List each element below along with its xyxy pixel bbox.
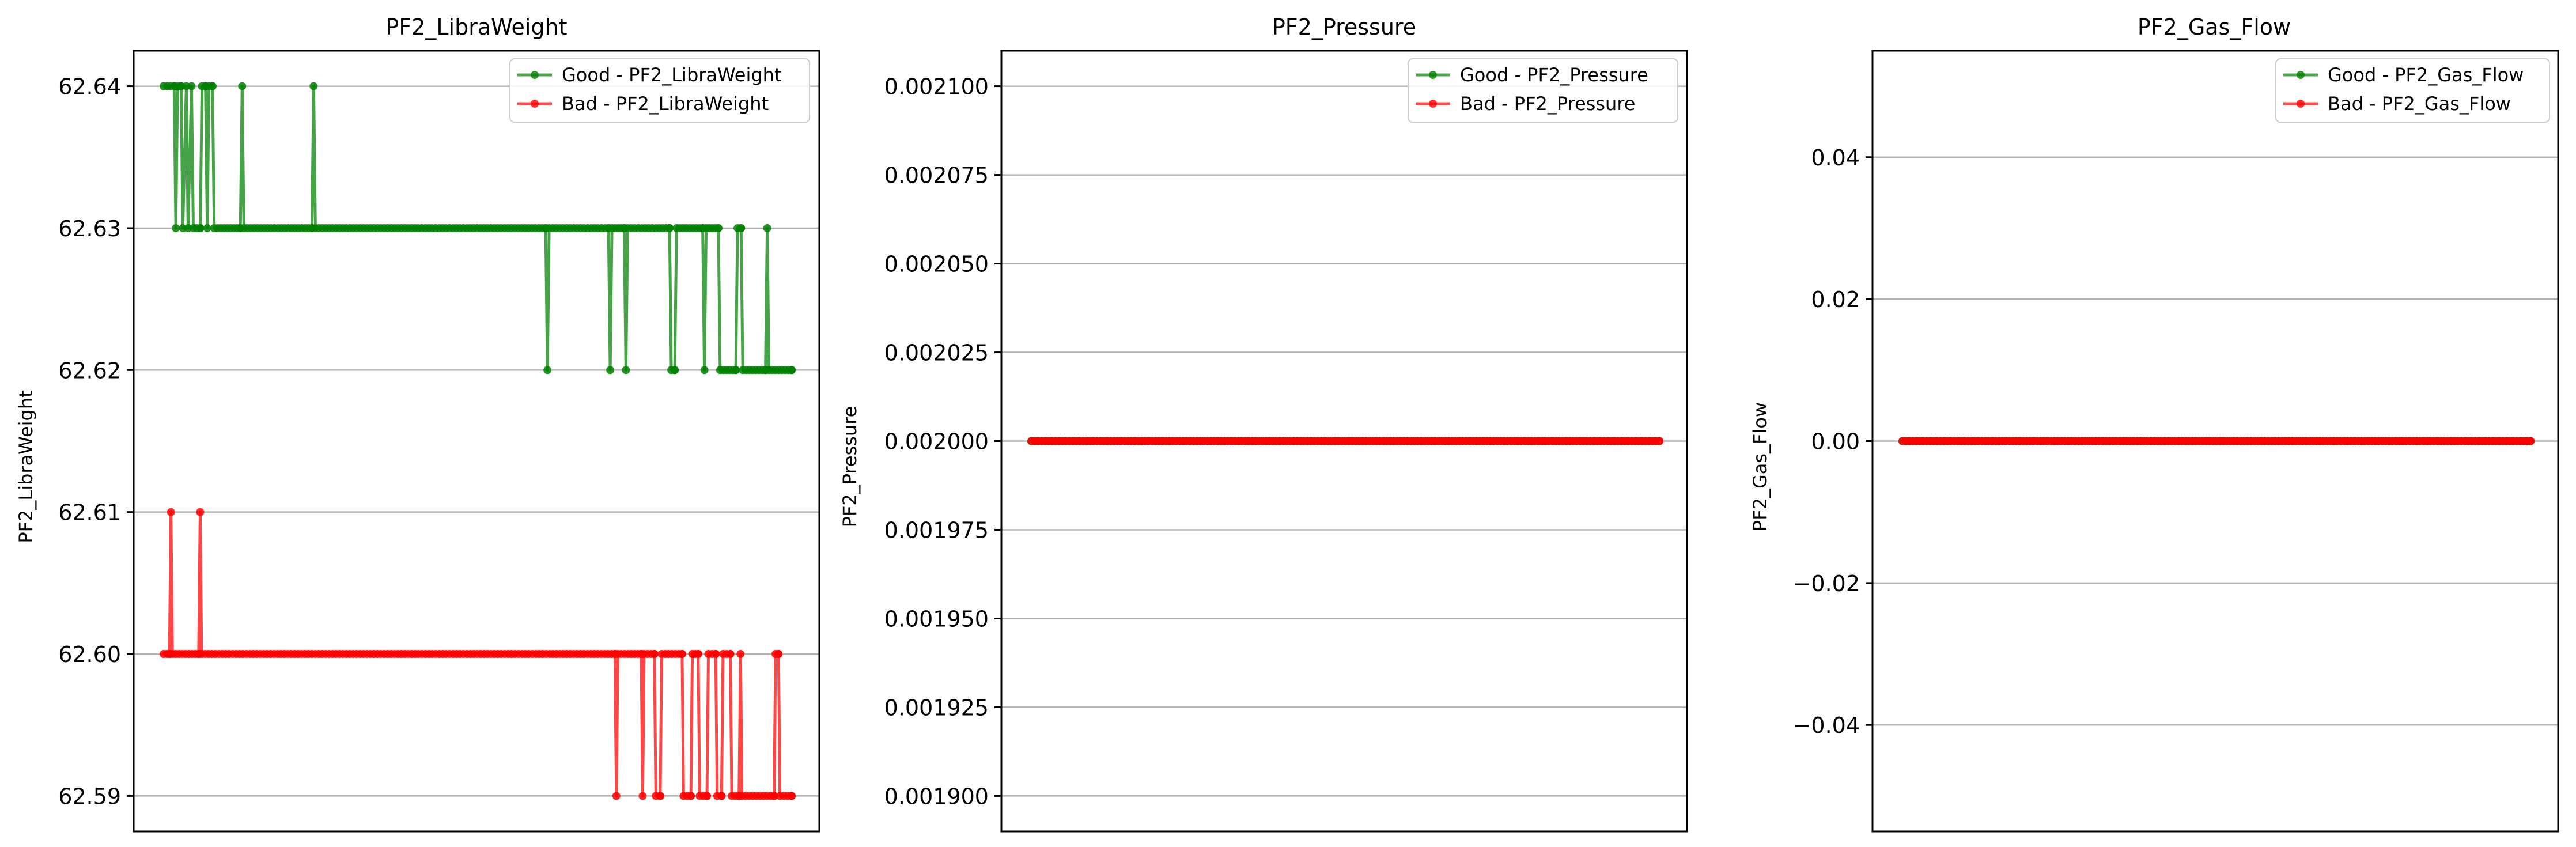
data-point (612, 792, 621, 800)
y-tick-label: 0.02 (1811, 287, 1860, 312)
legend-entry-bad: Bad - PF2_Pressure (1460, 93, 1635, 115)
y-axis-label: PF2_Pressure (839, 406, 861, 528)
y-tick-label: 0.00 (1811, 429, 1860, 455)
data-point (187, 82, 196, 90)
legend-box (2275, 58, 2550, 123)
legend-box (1408, 58, 1678, 123)
y-tick-label: 62.63 (58, 216, 121, 241)
y-tick-label: −0.02 (1793, 571, 1860, 596)
data-point (638, 792, 647, 800)
data-point (309, 82, 318, 90)
y-tick-label: 62.59 (58, 784, 121, 809)
data-point (687, 792, 695, 800)
data-point (788, 366, 796, 375)
data-point (238, 82, 247, 90)
data-point (671, 366, 679, 375)
data-point (1655, 437, 1663, 445)
data-point (606, 366, 615, 375)
data-point (700, 366, 709, 375)
y-tick-label: 0.002075 (884, 163, 989, 188)
legend-marker-bad (1429, 100, 1437, 108)
legend-entry-good: Good - PF2_Pressure (1460, 64, 1648, 86)
data-point (694, 650, 702, 658)
y-axis-label: PF2_LibraWeight (15, 390, 37, 543)
legend-marker-good (531, 71, 539, 79)
y-tick-label: 0.002025 (884, 341, 989, 366)
y-tick-label: 0.001900 (884, 784, 989, 809)
data-point (717, 792, 726, 800)
legend-marker-bad (2297, 100, 2305, 108)
data-point (208, 82, 217, 90)
subplot-title: PF2_Pressure (1272, 14, 1416, 40)
data-point (732, 366, 740, 375)
legend-entry-bad: Bad - PF2_LibraWeight (562, 93, 769, 115)
legend-entry-good: Good - PF2_Gas_Flow (2328, 64, 2524, 86)
y-tick-label: 62.64 (58, 74, 121, 100)
legend: Good - PF2_Gas_Flow Bad - PF2_Gas_Flow (2275, 58, 2550, 123)
data-point (2526, 437, 2535, 445)
series-points-good (160, 82, 796, 375)
y-tick-label: 0.001975 (884, 517, 989, 543)
legend-entry-good: Good - PF2_LibraWeight (562, 64, 782, 86)
data-point (770, 792, 778, 800)
y-tick-label: 0.002100 (884, 74, 989, 100)
data-point (678, 650, 686, 658)
legend-entry-bad: Bad - PF2_Gas_Flow (2328, 93, 2511, 115)
data-point (196, 224, 205, 232)
data-point (703, 792, 711, 800)
data-point (656, 792, 664, 800)
data-point (196, 508, 205, 516)
y-tick-label: −0.04 (1793, 713, 1860, 738)
y-tick-label: 62.60 (58, 642, 121, 667)
data-point (737, 224, 746, 232)
y-tick-label: 0.001925 (884, 695, 989, 720)
plot-area-frame (133, 50, 820, 833)
y-tick-label: 0.04 (1811, 145, 1860, 171)
data-point (203, 224, 211, 232)
data-point (788, 792, 796, 800)
series-points-bad (1898, 437, 2535, 445)
subplot-title: PF2_LibraWeight (385, 14, 567, 40)
series-points-bad (1027, 437, 1663, 445)
y-tick-label: 0.002050 (884, 252, 989, 277)
subplot-pressure: PF2_Pressure PF2_Pressure 0.001900 0.0019… (839, 14, 1688, 833)
data-point (665, 224, 674, 232)
legend: Good - PF2_LibraWeight Bad - PF2_LibraWe… (509, 58, 810, 123)
data-point (763, 224, 771, 232)
data-point (543, 366, 552, 375)
legend-marker-bad (531, 100, 539, 108)
y-tick-label: 0.002000 (884, 429, 989, 455)
y-tick-label: 0.001950 (884, 606, 989, 632)
series-points-bad (160, 508, 796, 800)
legend-box (509, 58, 810, 123)
data-point (736, 650, 745, 658)
legend-marker-good (1429, 71, 1437, 79)
subplot-libraweight: PF2_LibraWeight PF2_LibraWeight 62.59 62.… (15, 14, 820, 833)
data-point (622, 366, 630, 375)
data-point (712, 650, 720, 658)
y-tick-label: 62.62 (58, 358, 121, 383)
data-point (726, 650, 735, 658)
subplot-gas-flow: PF2_Gas_Flow PF2_Gas_Flow −0.04 −0.02 0.00… (1749, 14, 2559, 833)
legend: Good - PF2_Pressure Bad - PF2_Pressure (1408, 58, 1678, 123)
y-tick-label: 62.61 (58, 500, 121, 525)
data-point (714, 224, 723, 232)
data-point (774, 650, 783, 658)
y-axis-label: PF2_Gas_Flow (1749, 402, 1771, 531)
data-point (167, 508, 175, 516)
legend-marker-good (2297, 71, 2305, 79)
data-point (172, 224, 180, 232)
data-point (650, 650, 659, 658)
subplot-title: PF2_Gas_Flow (2138, 14, 2291, 40)
